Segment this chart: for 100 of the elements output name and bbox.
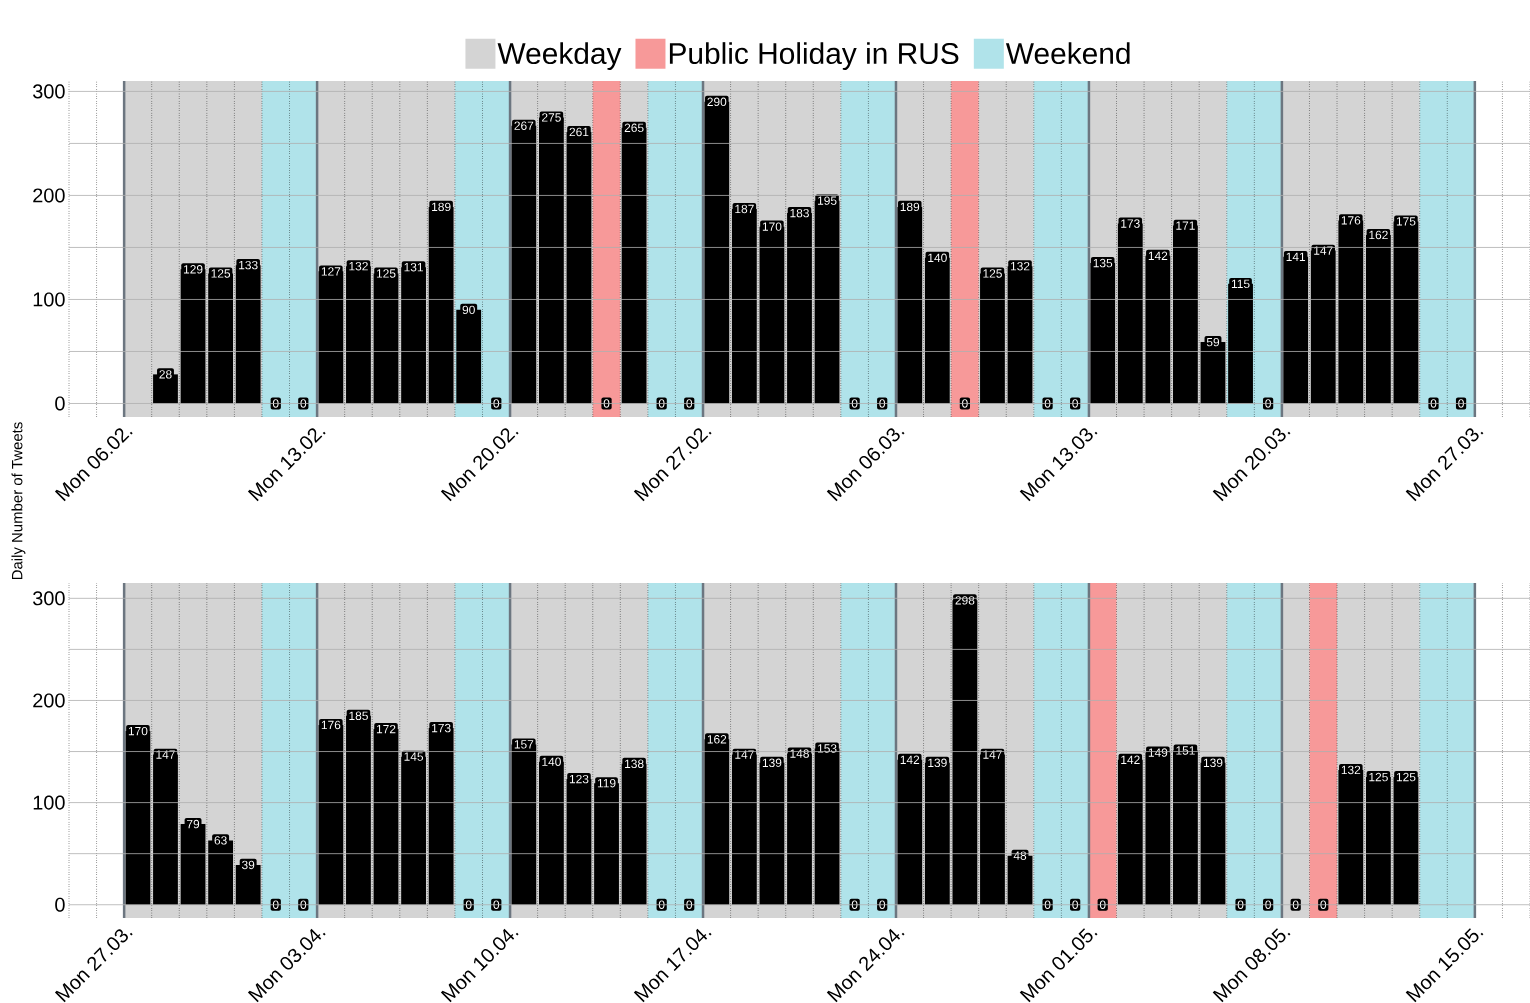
data-label: 0 — [851, 900, 858, 909]
data-label: 298 — [955, 596, 975, 605]
data-label: 132 — [349, 261, 368, 271]
data-label: 189 — [900, 202, 920, 212]
y-tick-label: 0 — [55, 897, 65, 912]
y-tick-label: 0 — [55, 396, 65, 411]
data-label: 139 — [928, 758, 947, 767]
data-label: 39 — [241, 860, 255, 870]
data-label: 187 — [735, 204, 754, 214]
y-tick-label: 300 — [33, 84, 65, 99]
data-label: 141 — [1286, 252, 1306, 261]
data-label: 0 — [1265, 399, 1271, 408]
data-label: 195 — [817, 196, 837, 205]
data-label: 48 — [1013, 851, 1027, 860]
data-label: 142 — [1121, 755, 1140, 764]
y-tick-label: 200 — [33, 188, 65, 203]
data-label: 0 — [300, 399, 307, 408]
data-label: 0 — [1265, 900, 1271, 909]
data-label: 0 — [1458, 399, 1464, 408]
data-label: 265 — [624, 123, 644, 133]
data-label: 0 — [272, 399, 279, 408]
data-label: 129 — [183, 265, 203, 274]
data-label: 147 — [983, 750, 1002, 759]
data-label: 189 — [432, 202, 451, 212]
data-label: 162 — [707, 735, 727, 744]
y-tick-label: 300 — [33, 591, 65, 606]
data-label: 0 — [962, 399, 968, 408]
data-label: 0 — [1072, 900, 1079, 909]
data-label: 0 — [493, 900, 500, 909]
data-label: 175 — [1396, 217, 1416, 226]
data-label: 147 — [735, 750, 754, 759]
data-label: 125 — [376, 269, 396, 278]
data-label: 0 — [493, 399, 500, 408]
data-label: 0 — [1072, 399, 1079, 408]
data-label: 115 — [1231, 279, 1250, 289]
data-label: 173 — [1121, 219, 1140, 228]
data-label: 147 — [1314, 246, 1333, 255]
data-label: 176 — [321, 720, 341, 730]
data-label: 0 — [1430, 399, 1437, 408]
data-label: 0 — [1320, 900, 1327, 909]
data-label: 0 — [686, 900, 693, 909]
data-label: 170 — [128, 726, 148, 736]
data-label: 185 — [349, 711, 368, 721]
data-label: 127 — [321, 267, 341, 276]
data-label: 173 — [432, 723, 451, 733]
data-label: 275 — [542, 113, 561, 122]
data-label: 138 — [625, 759, 644, 769]
y-axis-title: Daily Number of Tweets — [11, 422, 26, 580]
data-label: 0 — [1099, 900, 1106, 909]
data-label: 133 — [239, 260, 258, 270]
data-label: 170 — [762, 222, 782, 231]
data-label: 148 — [790, 749, 809, 758]
data-label: 125 — [1396, 772, 1416, 782]
data-label: 151 — [1176, 746, 1195, 755]
data-label: 139 — [762, 758, 782, 767]
data-label: 0 — [272, 900, 279, 909]
data-label: 162 — [1369, 230, 1388, 240]
data-label: 183 — [790, 208, 809, 218]
data-label: 140 — [928, 253, 947, 263]
data-label: 172 — [376, 724, 396, 734]
data-label: 79 — [187, 819, 200, 829]
data-label: 153 — [818, 744, 837, 753]
data-label: 267 — [514, 121, 534, 130]
y-tick-label: 100 — [33, 795, 65, 810]
data-label: 139 — [1203, 758, 1223, 767]
data-label: 157 — [514, 740, 534, 749]
data-label: 147 — [156, 750, 175, 759]
data-label: 0 — [851, 399, 858, 408]
data-label: 290 — [707, 97, 727, 107]
data-label: 142 — [1148, 251, 1168, 260]
data-label: 63 — [214, 836, 227, 845]
data-label: 131 — [404, 262, 423, 272]
data-label: 0 — [603, 399, 610, 408]
y-tick-label: 100 — [33, 292, 65, 307]
data-label: 132 — [1341, 765, 1361, 775]
data-label: 132 — [1010, 261, 1030, 271]
data-label: 0 — [879, 900, 886, 909]
data-label: 0 — [1292, 900, 1299, 909]
data-label: 0 — [658, 900, 665, 909]
data-label: 0 — [1044, 399, 1051, 408]
y-tick-label: 200 — [33, 693, 65, 708]
data-label: 0 — [879, 399, 886, 408]
data-label: 0 — [1237, 900, 1244, 909]
data-label: 0 — [465, 900, 472, 909]
data-label: 90 — [462, 305, 475, 315]
data-label: 125 — [983, 269, 1002, 278]
data-label: 28 — [159, 370, 172, 379]
data-label: 145 — [404, 752, 424, 761]
data-label: 0 — [300, 900, 307, 909]
data-label: 261 — [569, 127, 589, 137]
data-label: 142 — [900, 755, 920, 764]
data-label: 123 — [569, 774, 589, 784]
data-label: 176 — [1341, 216, 1361, 225]
data-label: 140 — [542, 757, 561, 766]
data-label: 125 — [211, 269, 231, 278]
legend-label: Weekend — [1005, 42, 1130, 65]
data-label: 135 — [1093, 258, 1113, 268]
data-label: 125 — [1369, 772, 1388, 782]
data-label: 119 — [597, 778, 616, 788]
data-label: 171 — [1176, 221, 1195, 230]
